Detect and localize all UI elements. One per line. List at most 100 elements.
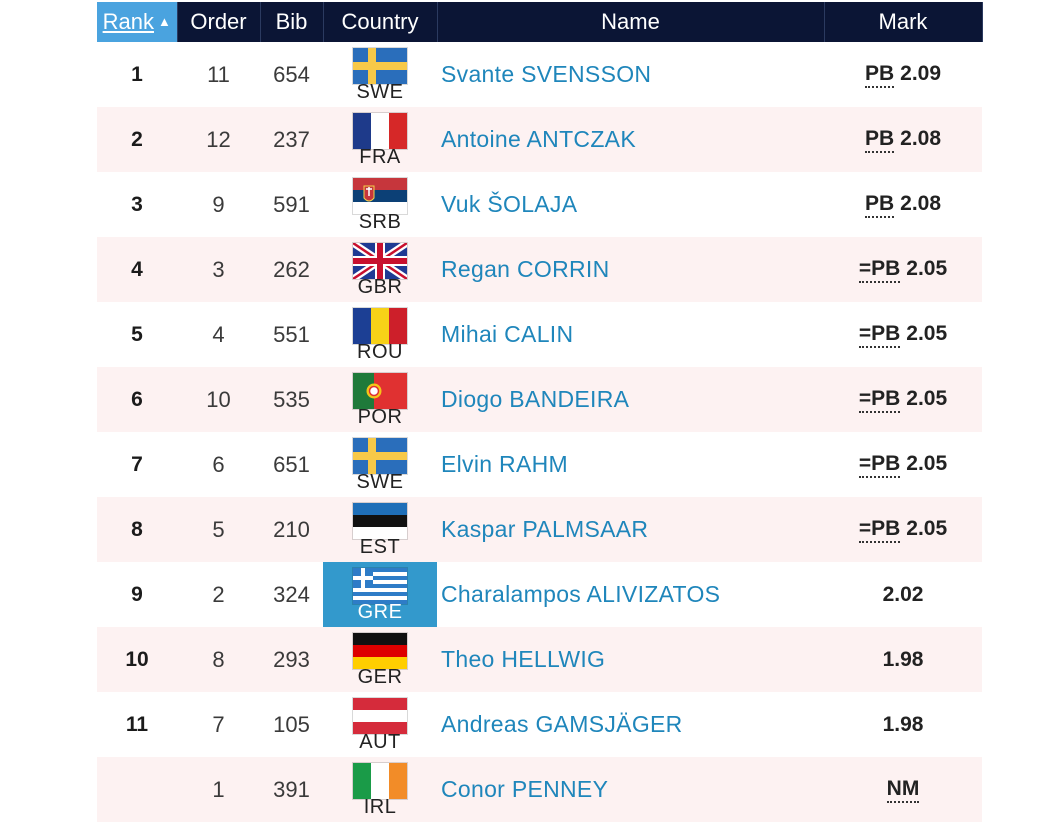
athlete-name-link[interactable]: Regan CORRIN: [437, 237, 824, 302]
bib-cell: 654: [273, 61, 310, 87]
country-cell[interactable]: GER: [323, 627, 437, 692]
rank-header-label[interactable]: Rank: [102, 9, 154, 34]
country-header-label[interactable]: Country: [341, 9, 419, 34]
mark-value[interactable]: NM: [886, 777, 920, 803]
france-flag-icon: [353, 113, 407, 149]
sort-ascending-icon[interactable]: ▲: [157, 14, 171, 29]
table-row[interactable]: 1 11 654 SWE Svante SVENSSON PB 2.09: [97, 42, 982, 107]
country-cell[interactable]: SRB: [323, 172, 437, 237]
country-flag-group[interactable]: SRB: [323, 178, 437, 232]
country-code: SWE: [356, 470, 404, 493]
bib-cell: 591: [273, 191, 310, 217]
country-flag-group[interactable]: GER: [323, 633, 437, 687]
country-cell[interactable]: POR: [323, 367, 437, 432]
name-header-label[interactable]: Name: [601, 9, 660, 34]
record-badge[interactable]: PB: [864, 127, 895, 153]
table-row[interactable]: 2 12 237 FRA Antoine ANTCZAK PB 2.08: [97, 107, 982, 172]
country-flag-group[interactable]: GBR: [323, 243, 437, 297]
mark-value: 2.02: [882, 582, 924, 606]
country-cell[interactable]: AUT: [323, 692, 437, 757]
country-flag-group[interactable]: SWE: [323, 438, 437, 492]
country-code: IRL: [363, 795, 397, 818]
country-cell[interactable]: IRL: [323, 757, 437, 822]
record-badge[interactable]: =PB: [858, 257, 901, 283]
country-cell[interactable]: FRA: [323, 107, 437, 172]
table-row[interactable]: 8 5 210 EST Kaspar PALMSAAR =PB 2.05: [97, 497, 982, 562]
athlete-name-link[interactable]: Mihai CALIN: [441, 321, 574, 347]
bib-cell: 324: [273, 581, 310, 607]
country-flag-group[interactable]: IRL: [323, 763, 437, 817]
country-cell[interactable]: SWE: [323, 42, 437, 107]
bib-cell: 105: [273, 711, 310, 737]
order-cell: 5: [177, 497, 260, 562]
portugal-flag-icon: [353, 373, 407, 409]
athlete-name-link[interactable]: Kaspar PALMSAAR: [437, 497, 824, 562]
country-flag-group[interactable]: AUT: [323, 698, 437, 752]
record-badge[interactable]: =PB: [858, 387, 901, 413]
mark-cell: 1.98: [824, 692, 982, 757]
rank-column-header[interactable]: Rank ▲: [97, 2, 178, 42]
athlete-name-link[interactable]: Conor PENNEY: [437, 757, 824, 822]
record-badge[interactable]: PB: [864, 192, 895, 218]
record-badge[interactable]: PB: [864, 62, 895, 88]
record-badge[interactable]: =PB: [858, 452, 901, 478]
table-row[interactable]: 4 3 262 GBR Regan CORRIN =PB 2.05: [97, 237, 982, 302]
bib-column-header[interactable]: Bib: [260, 2, 324, 42]
order-cell: 4: [212, 321, 225, 347]
country-cell[interactable]: EST: [323, 497, 437, 562]
country-flag-group[interactable]: POR: [323, 373, 437, 427]
athlete-name-link[interactable]: Andreas GAMSJÄGER: [441, 711, 683, 737]
athlete-name-link[interactable]: Svante SVENSSON: [441, 61, 652, 87]
table-row[interactable]: 11 7 105 AUT Andreas GAMSJÄGER 1.98: [97, 692, 982, 757]
country-flag-group[interactable]: ROU: [323, 308, 437, 362]
rank-cell: 6: [97, 367, 177, 432]
country-flag-group[interactable]: GRE: [323, 568, 437, 622]
rank-cell: 4: [97, 237, 177, 302]
table-row[interactable]: 3 9 591 SRB Vuk ŠOLAJA PB 2.08: [97, 172, 982, 237]
sweden-flag-icon: [353, 48, 407, 84]
mark-value: 2.05: [906, 256, 948, 280]
rank-cell: 9: [131, 582, 143, 606]
athlete-name-link[interactable]: Antoine ANTCZAK: [437, 107, 824, 172]
country-flag-group[interactable]: FRA: [323, 113, 437, 167]
bib-header-label[interactable]: Bib: [275, 9, 308, 34]
athlete-name-link[interactable]: Charalampos ALIVIZATOS: [441, 581, 721, 607]
athlete-name-link[interactable]: Diogo BANDEIRA: [437, 367, 824, 432]
rank-cell: 7: [131, 452, 143, 476]
table-row[interactable]: 6 10 535 POR Diogo BANDEIRA =PB 2.05: [97, 367, 982, 432]
mark-value: 2.08: [900, 191, 942, 215]
athlete-name-link[interactable]: Vuk ŠOLAJA: [441, 191, 578, 217]
mark-column-header[interactable]: Mark: [824, 2, 983, 42]
table-row[interactable]: 10 8 293 GER Theo HELLWIG 1.98: [97, 627, 982, 692]
mark-value: 2.08: [900, 126, 942, 150]
mark-cell: 1.98: [824, 627, 982, 692]
name-column-header[interactable]: Name: [437, 2, 825, 42]
record-badge[interactable]: =PB: [858, 517, 901, 543]
country-cell[interactable]: SWE: [323, 432, 437, 497]
athlete-name-link[interactable]: Elvin RAHM: [441, 451, 568, 477]
table-header-row: Rank ▲ Order Bib Country Name Mark: [97, 2, 983, 42]
order-column-header[interactable]: Order: [177, 2, 261, 42]
country-cell[interactable]: GRE: [323, 562, 437, 627]
mark-cell: =PB 2.05: [824, 237, 982, 302]
country-flag-group[interactable]: EST: [323, 503, 437, 557]
country-cell[interactable]: ROU: [323, 302, 437, 367]
athlete-name-link[interactable]: Theo HELLWIG: [437, 627, 824, 692]
country-code: ROU: [357, 340, 403, 363]
mark-header-label[interactable]: Mark: [878, 9, 928, 34]
table-row[interactable]: 5 4 551 ROU Mihai CALIN =PB 2.05: [97, 302, 982, 367]
country-column-header[interactable]: Country: [323, 2, 438, 42]
sweden-flag-icon: [353, 438, 407, 474]
table-row[interactable]: 1 391 IRL Conor PENNEY NM: [97, 757, 982, 822]
mark-value: 2.09: [900, 61, 942, 85]
mark-value: 2.05: [906, 386, 948, 410]
country-flag-group[interactable]: SWE: [323, 48, 437, 102]
bib-cell: 237: [260, 107, 323, 172]
country-cell[interactable]: GBR: [323, 237, 437, 302]
table-row[interactable]: 7 6 651 SWE Elvin RAHM =PB 2.05: [97, 432, 982, 497]
order-cell: 3: [177, 237, 260, 302]
order-header-label[interactable]: Order: [190, 9, 247, 34]
table-row[interactable]: 9 2 324 GRE Charalampos ALIVIZATOS 2.02: [97, 562, 982, 627]
mark-cell: =PB 2.05: [824, 497, 982, 562]
record-badge[interactable]: =PB: [858, 322, 901, 348]
